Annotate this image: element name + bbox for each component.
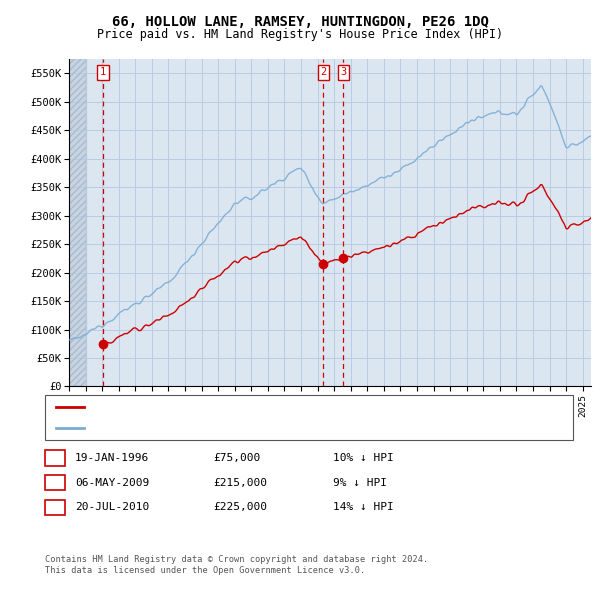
Text: 3: 3	[340, 67, 346, 77]
Text: Contains HM Land Registry data © Crown copyright and database right 2024.: Contains HM Land Registry data © Crown c…	[45, 555, 428, 564]
Text: 20-JUL-2010: 20-JUL-2010	[75, 503, 149, 512]
Text: 3: 3	[52, 503, 58, 512]
Text: Price paid vs. HM Land Registry's House Price Index (HPI): Price paid vs. HM Land Registry's House …	[97, 28, 503, 41]
Text: 9% ↓ HPI: 9% ↓ HPI	[333, 478, 387, 487]
Text: 2: 2	[52, 478, 58, 487]
Text: £75,000: £75,000	[213, 453, 260, 463]
Text: This data is licensed under the Open Government Licence v3.0.: This data is licensed under the Open Gov…	[45, 566, 365, 575]
Text: HPI: Average price, detached house, Huntingdonshire: HPI: Average price, detached house, Hunt…	[89, 422, 395, 432]
Bar	[69, 59, 86, 386]
Text: 2: 2	[320, 67, 326, 77]
Text: 19-JAN-1996: 19-JAN-1996	[75, 453, 149, 463]
Bar	[69, 59, 86, 386]
Text: 1: 1	[52, 453, 58, 463]
Text: 66, HOLLOW LANE, RAMSEY, HUNTINGDON, PE26 1DQ: 66, HOLLOW LANE, RAMSEY, HUNTINGDON, PE2…	[112, 15, 488, 29]
Text: 66, HOLLOW LANE, RAMSEY, HUNTINGDON, PE26 1DQ (detached house): 66, HOLLOW LANE, RAMSEY, HUNTINGDON, PE2…	[89, 402, 461, 412]
Text: 10% ↓ HPI: 10% ↓ HPI	[333, 453, 394, 463]
Text: 14% ↓ HPI: 14% ↓ HPI	[333, 503, 394, 512]
Text: 1: 1	[100, 67, 106, 77]
Text: £215,000: £215,000	[213, 478, 267, 487]
Text: £225,000: £225,000	[213, 503, 267, 512]
Text: 06-MAY-2009: 06-MAY-2009	[75, 478, 149, 487]
